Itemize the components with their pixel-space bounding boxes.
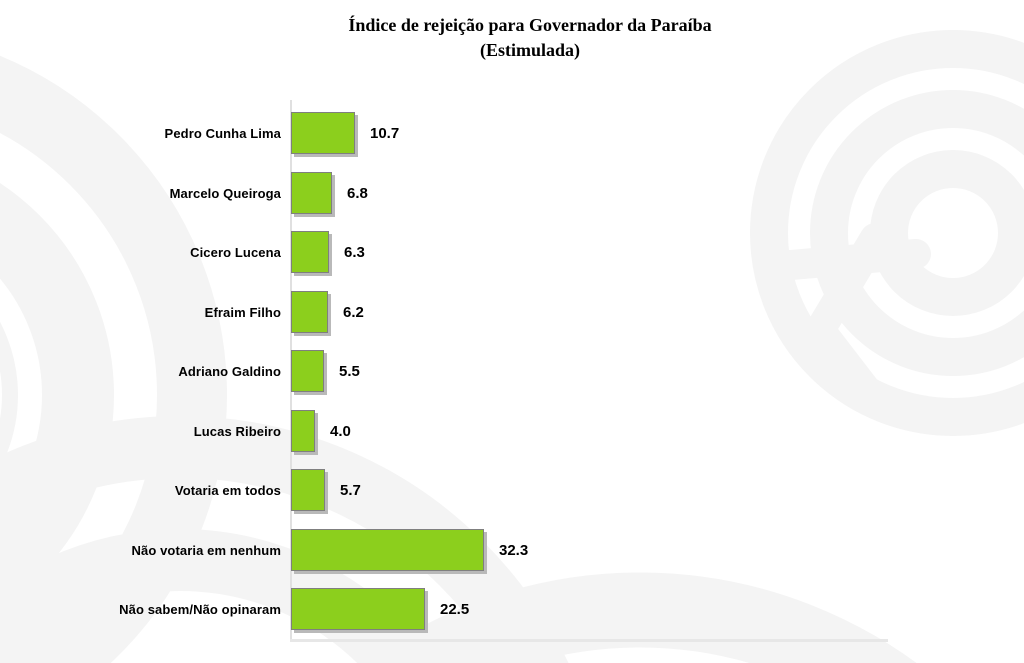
bar	[291, 588, 425, 630]
bar	[291, 350, 324, 392]
value-label: 4.0	[330, 422, 351, 440]
value-label: 6.8	[347, 184, 368, 202]
bar	[291, 469, 325, 511]
value-label: 5.5	[339, 362, 360, 380]
value-label: 22.5	[440, 600, 470, 618]
bar	[291, 291, 328, 333]
value-label: 6.2	[343, 303, 364, 321]
category-label: Pedro Cunha Lima	[164, 125, 281, 141]
chart-subtitle: (Estimulada)	[479, 40, 580, 60]
bar	[291, 172, 332, 214]
bar	[291, 231, 329, 273]
category-label: Marcelo Queiroga	[169, 185, 281, 201]
x-axis-line	[290, 639, 888, 642]
category-label: Não votaria em nenhum	[131, 542, 281, 558]
category-label: Adriano Galdino	[178, 363, 281, 379]
category-label: Cicero Lucena	[190, 244, 281, 260]
value-label: 5.7	[340, 481, 361, 499]
chart-title-block: Índice de rejeição para Governador da Pa…	[38, 13, 1022, 63]
value-label: 6.3	[344, 243, 365, 261]
category-label: Não sabem/Não opinaram	[119, 601, 281, 617]
chart-title: Índice de rejeição para Governador da Pa…	[348, 15, 712, 35]
bar	[291, 529, 484, 571]
value-label: 32.3	[499, 541, 529, 559]
category-label: Votaria em todos	[174, 482, 281, 498]
category-label: Lucas Ribeiro	[193, 423, 281, 439]
bar	[291, 410, 315, 452]
category-label: Efraim Filho	[204, 304, 281, 320]
value-label: 10.7	[370, 124, 400, 142]
bar	[291, 112, 355, 154]
